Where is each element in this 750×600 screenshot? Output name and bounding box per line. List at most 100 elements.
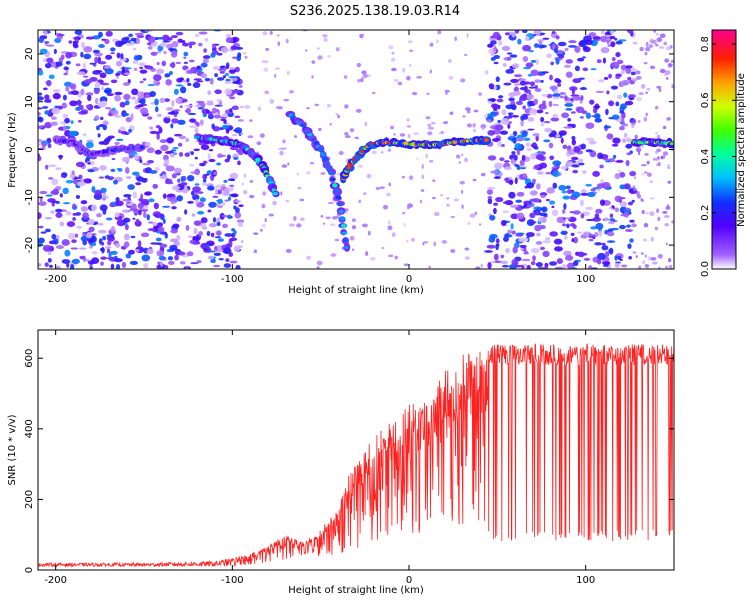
noise-blob	[207, 255, 215, 260]
noise-blob	[161, 60, 167, 67]
noise-blob	[74, 233, 79, 238]
noise-blob	[68, 232, 76, 240]
noise-blob	[100, 241, 105, 246]
noise-blob	[236, 55, 242, 62]
noise-blob	[555, 133, 561, 138]
noise-blob	[51, 233, 57, 240]
noise-blob	[441, 240, 448, 244]
noise-blob	[140, 193, 144, 201]
noise-blob	[126, 176, 132, 179]
noise-blob	[662, 151, 669, 156]
noise-blob	[58, 57, 64, 63]
noise-blob	[202, 179, 207, 183]
noise-blob	[538, 219, 543, 222]
noise-blob	[39, 197, 43, 202]
noise-blob	[268, 213, 274, 217]
noise-blob	[103, 89, 111, 93]
noise-blob	[144, 191, 152, 196]
noise-blob	[632, 251, 637, 254]
noise-blob	[375, 186, 380, 191]
colorbar-tick-label: 0.4	[700, 149, 711, 165]
noise-blob	[123, 93, 131, 101]
noise-blob	[565, 71, 573, 78]
noise-blob	[139, 66, 144, 70]
noise-blob	[597, 188, 601, 192]
noise-blob	[199, 119, 204, 126]
noise-blob	[534, 79, 541, 83]
noise-blob	[92, 251, 98, 255]
noise-blob	[73, 177, 81, 180]
noise-blob	[202, 173, 208, 180]
noise-blob	[530, 59, 537, 63]
noise-blob	[229, 66, 235, 71]
noise-blob	[523, 137, 531, 142]
noise-blob	[416, 157, 419, 160]
noise-blob	[80, 88, 85, 96]
noise-blob	[594, 213, 600, 219]
noise-blob	[180, 176, 185, 183]
noise-blob	[39, 48, 48, 55]
noise-blob	[596, 59, 602, 64]
noise-blob	[517, 38, 522, 45]
noise-blob	[172, 147, 179, 150]
noise-blob	[620, 64, 627, 71]
noise-blob	[576, 106, 585, 114]
noise-blob	[564, 95, 568, 101]
noise-blob	[597, 252, 606, 260]
noise-blob	[105, 136, 112, 141]
noise-blob	[580, 234, 588, 239]
noise-blob	[603, 217, 610, 221]
noise-blob	[508, 191, 516, 199]
noise-blob	[578, 162, 585, 166]
noise-blob	[40, 231, 47, 234]
noise-blob	[632, 185, 635, 190]
noise-blob	[496, 98, 504, 103]
noise-blob	[537, 171, 544, 175]
noise-blob	[211, 107, 218, 114]
noise-blob	[566, 262, 575, 269]
noise-blob	[572, 210, 581, 215]
ridge-core	[332, 183, 338, 188]
noise-blob	[399, 133, 406, 137]
noise-blob	[76, 225, 83, 230]
noise-blob	[351, 218, 356, 222]
noise-blob	[570, 111, 576, 114]
noise-blob	[157, 36, 164, 40]
noise-blob	[562, 209, 566, 214]
noise-blob	[494, 260, 502, 264]
noise-blob	[65, 86, 70, 92]
noise-blob	[155, 82, 161, 85]
noise-blob	[89, 242, 97, 247]
noise-blob	[320, 172, 326, 175]
noise-blob	[539, 32, 546, 35]
noise-blob	[186, 77, 190, 83]
noise-blob	[628, 255, 632, 260]
noise-blob	[114, 114, 122, 118]
noise-blob	[407, 40, 413, 44]
noise-blob	[62, 125, 67, 132]
noise-blob	[533, 206, 542, 210]
noise-blob	[190, 262, 199, 265]
noise-blob	[625, 143, 633, 149]
noise-blob	[487, 155, 497, 161]
ridge-core	[337, 202, 343, 207]
noise-blob	[565, 107, 573, 111]
noise-blob	[533, 43, 540, 48]
noise-blob	[75, 106, 81, 112]
noise-blob	[562, 195, 571, 200]
noise-blob	[561, 264, 567, 269]
noise-blob	[529, 108, 538, 116]
noise-blob	[165, 79, 173, 86]
noise-blob	[121, 261, 127, 269]
noise-blob	[431, 121, 436, 125]
noise-blob	[472, 178, 477, 182]
noise-blob	[596, 258, 602, 265]
noise-blob	[648, 44, 654, 48]
noise-blob	[78, 120, 82, 123]
noise-blob	[120, 130, 128, 135]
noise-blob	[536, 183, 541, 190]
noise-blob	[220, 46, 229, 53]
noise-blob	[196, 80, 204, 83]
noise-blob	[487, 130, 496, 136]
noise-blob	[189, 118, 197, 123]
